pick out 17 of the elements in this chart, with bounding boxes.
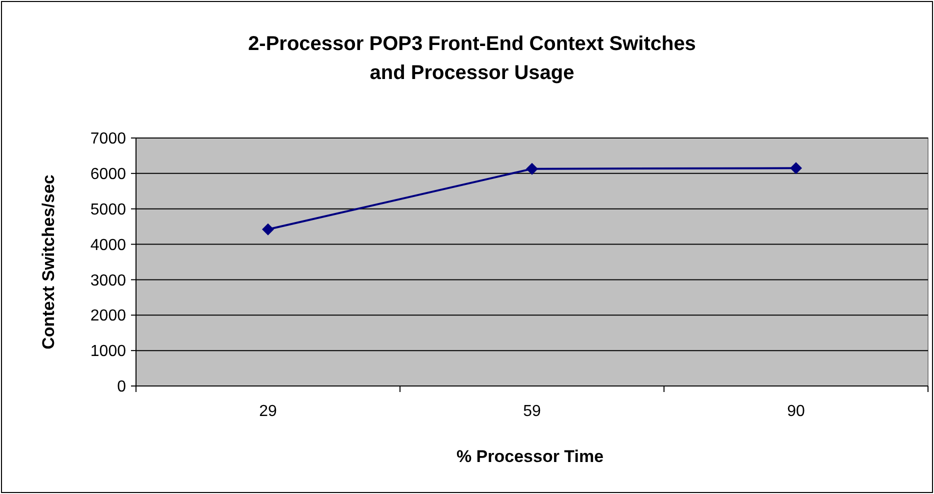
y-tick-label: 4000 — [90, 236, 126, 254]
y-tick-label: 7000 — [90, 130, 126, 148]
y-tick-label: 1000 — [90, 343, 126, 360]
point — [790, 162, 802, 174]
x-tick-label: 59 — [523, 403, 541, 420]
y-tick-label: 2000 — [90, 308, 126, 325]
y-tick-label: 3000 — [90, 272, 126, 290]
x-axis-title: % Processor Time — [456, 447, 604, 466]
x-tick-label: 29 — [259, 403, 277, 420]
y-tick-label: 0 — [117, 378, 126, 396]
chart-title: 2-Processor POP3 Front-End Context Switches and Processor Usage — [248, 33, 696, 84]
point — [262, 223, 274, 236]
y-axis-title: Context Switches/sec — [39, 174, 58, 350]
point — [526, 162, 538, 175]
y-tick-label: 5000 — [90, 201, 126, 218]
x-tick-label: 90 — [787, 403, 805, 420]
y-tick-label: 6000 — [90, 166, 126, 184]
